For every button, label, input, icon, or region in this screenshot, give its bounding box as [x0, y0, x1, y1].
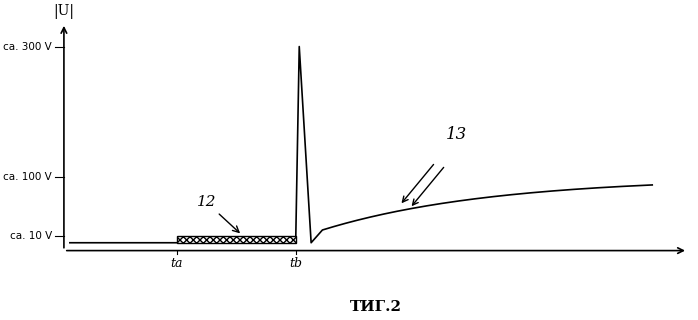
Text: ta: ta: [170, 258, 183, 270]
Bar: [177, 236, 296, 243]
Text: |U|: |U|: [54, 4, 75, 19]
Text: 12: 12: [197, 196, 239, 232]
Text: 13: 13: [445, 126, 467, 143]
Text: ΤИГ.2: ΤИГ.2: [350, 300, 402, 314]
Text: ca. 100 V: ca. 100 V: [3, 172, 52, 182]
Text: ca. 10 V: ca. 10 V: [10, 231, 52, 241]
Text: tb: tb: [289, 258, 302, 270]
Text: ca. 300 V: ca. 300 V: [3, 42, 52, 52]
